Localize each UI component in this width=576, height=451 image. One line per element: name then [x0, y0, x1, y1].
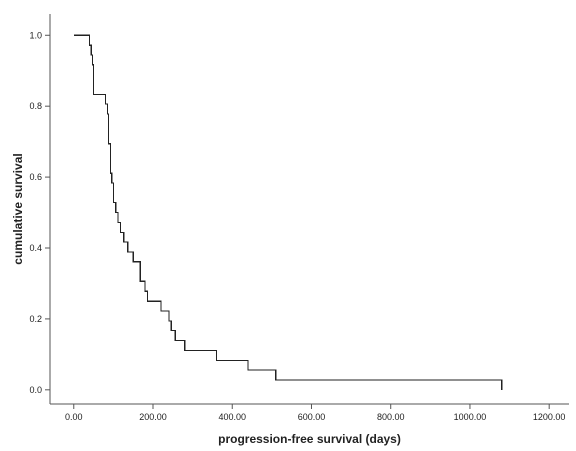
y-tick-label: 1.0 [29, 30, 42, 40]
x-tick-label: 0.00 [65, 412, 83, 422]
survival-step-line [73, 34, 503, 390]
x-tick-label: 600.00 [298, 412, 326, 422]
y-axis-title: cumulative survival [11, 153, 25, 264]
y-tick-label: 0.8 [29, 101, 42, 111]
x-tick-label: 800.00 [377, 412, 405, 422]
y-tick-label: 0.4 [29, 243, 42, 253]
x-tick-label: 1200.00 [533, 412, 566, 422]
x-axis-title: progression-free survival (days) [218, 432, 401, 446]
series-group [73, 34, 503, 390]
x-tick-label: 400.00 [218, 412, 246, 422]
ticks-group: 0.0 0.2 0.4 0.6 0.8 1.0 0.00 200.00 400.00 600.00… [29, 30, 565, 422]
x-tick-label: 200.00 [139, 412, 167, 422]
y-tick-label: 0.2 [29, 314, 42, 324]
x-tick-label: 1000.00 [454, 412, 487, 422]
axes-group [49, 14, 569, 405]
y-tick-label: 0.0 [29, 385, 42, 395]
y-tick-label: 0.6 [29, 172, 42, 182]
